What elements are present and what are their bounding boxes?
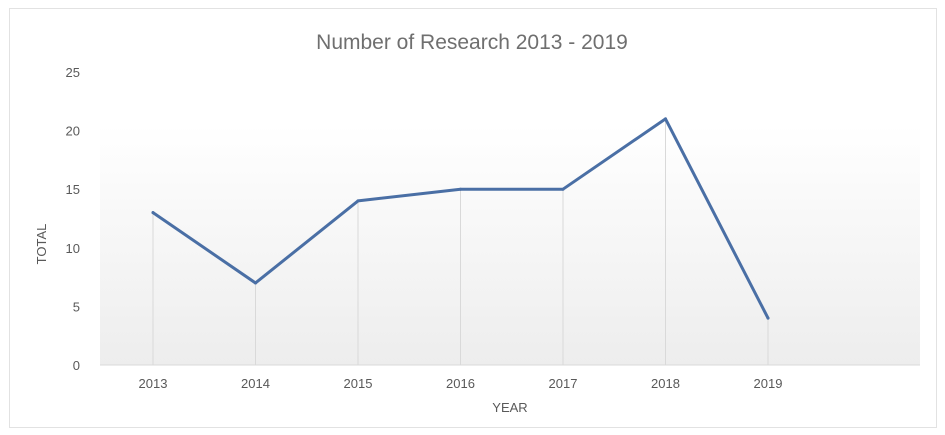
data-point [766, 316, 770, 320]
x-tick-label: 2019 [754, 376, 783, 391]
plot-area [100, 125, 920, 365]
x-tick-label: 2014 [241, 376, 270, 391]
x-tick-label: 2016 [446, 376, 475, 391]
y-axis-ticks: 0 5 10 15 20 25 [66, 65, 80, 373]
data-point [254, 281, 257, 285]
y-tick-label: 20 [66, 124, 80, 139]
data-point [356, 199, 360, 203]
chart-title: Number of Research 2013 - 2019 [316, 31, 628, 54]
data-point [151, 211, 155, 215]
data-point [664, 117, 667, 121]
x-axis-ticks: 2013 2014 2015 2016 2017 2018 2019 [139, 376, 783, 391]
y-tick-label: 25 [66, 65, 80, 80]
y-tick-label: 15 [66, 182, 80, 197]
gridlines [152, 118, 769, 365]
data-point [561, 187, 565, 191]
y-axis-title: TOTAL [34, 224, 49, 265]
x-tick-label: 2015 [344, 376, 373, 391]
y-tick-label: 10 [66, 241, 80, 256]
x-tick-label: 2013 [139, 376, 168, 391]
series-layer [151, 117, 770, 320]
x-tick-label: 2017 [549, 376, 578, 391]
y-tick-label: 0 [73, 358, 80, 373]
x-axis-title: YEAR [492, 400, 527, 415]
data-point [459, 187, 462, 191]
x-tick-label: 2018 [651, 376, 680, 391]
y-tick-label: 5 [73, 299, 80, 314]
